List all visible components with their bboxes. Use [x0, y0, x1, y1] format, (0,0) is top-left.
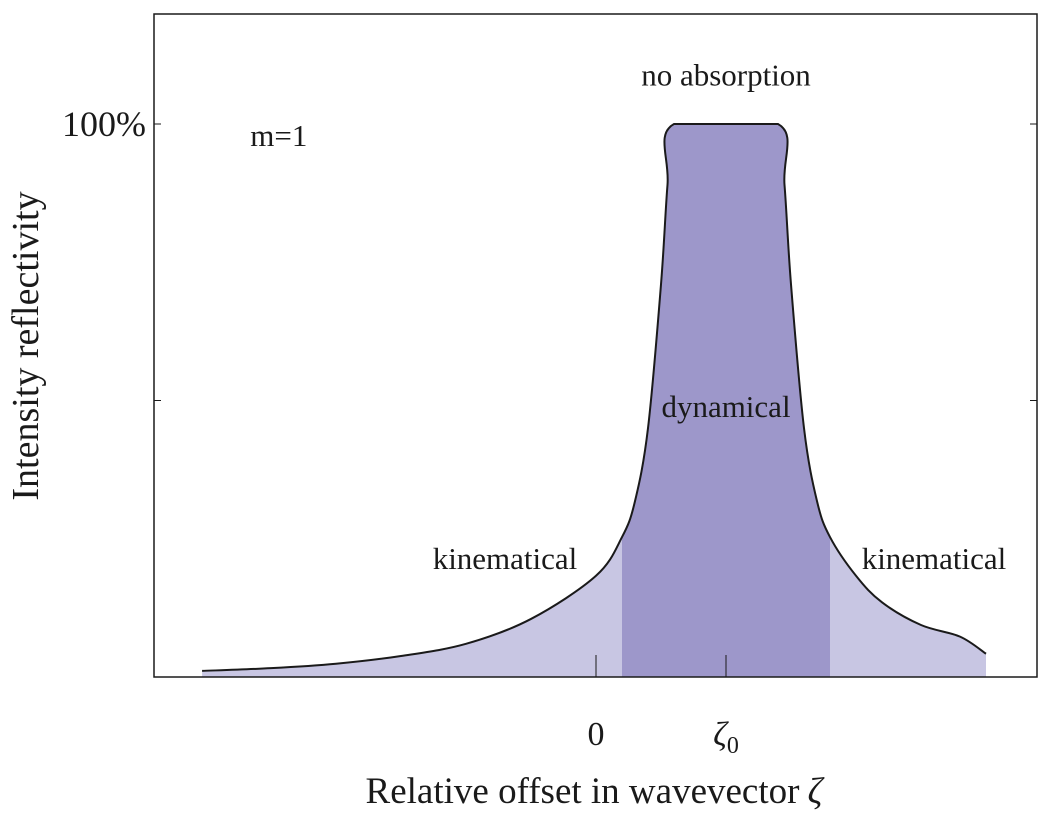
- y-tick-label-0: 100%: [62, 104, 146, 144]
- annotation-0: no absorption: [641, 57, 811, 92]
- reflectivity-curve: [202, 123, 987, 672]
- annotations: no absorption m=1 dynamical kinematical kine…: [250, 57, 1006, 576]
- x-tick-label-sub-1: 0: [727, 733, 739, 759]
- y-axis-label: Intensity reflectivity: [5, 191, 47, 500]
- area-kinematical-right: [830, 537, 986, 677]
- chart-labels: Intensity reflectivity Relative offset i…: [5, 191, 825, 812]
- area-dynamical: [622, 124, 830, 677]
- area-fills: [202, 124, 986, 677]
- x-tick-label-text-0: 0: [588, 716, 605, 753]
- annotation-2: dynamical: [661, 389, 790, 424]
- x-tick-label-1: ζ0: [713, 716, 739, 759]
- x-axis-label: Relative offset in wavevector ζ: [366, 771, 826, 812]
- curve-layer: [202, 123, 987, 672]
- x-tick-label-0: 0: [588, 716, 605, 753]
- annotation-4: kinematical: [862, 541, 1007, 576]
- x-axis-label-symbol: ζ: [807, 771, 825, 812]
- annotation-3: kinematical: [433, 541, 578, 576]
- area-kinematical-left: [202, 537, 622, 677]
- x-axis-label-text: Relative offset in wavevector: [366, 771, 800, 812]
- x-tick-label-text-1: ζ: [713, 716, 729, 753]
- annotation-1: m=1: [250, 118, 307, 153]
